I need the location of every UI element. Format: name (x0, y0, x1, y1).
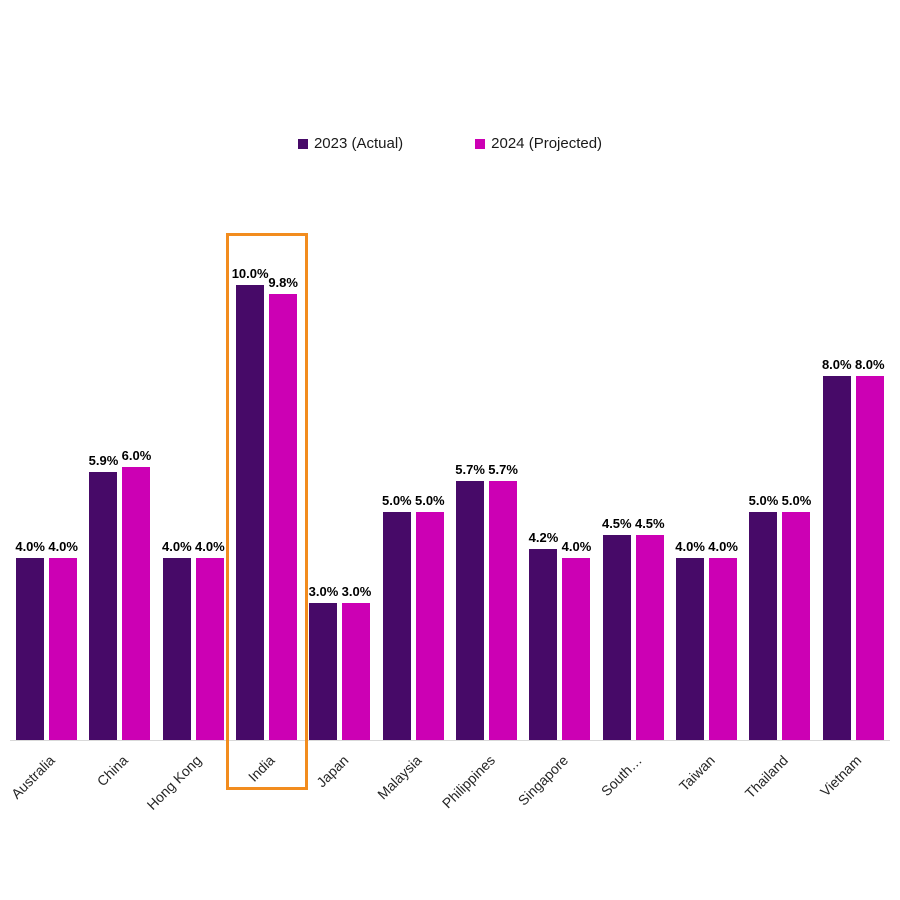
category-group-south: 4.5% 4.5% South… (597, 170, 670, 799)
bar-value-label: 5.0% (748, 493, 779, 508)
category-group-thailand: 5.0% 5.0% Thailand (742, 170, 816, 801)
bar-2024-japan: 3.0% (342, 584, 371, 740)
x-axis-label-hong-kong: Hong Kong (143, 752, 205, 813)
bar-pair-philippines: 5.7% 5.7% (455, 462, 518, 740)
category-group-taiwan: 4.0% 4.0% Taiwan (670, 170, 743, 794)
x-axis-label-japan: Japan (313, 752, 352, 791)
bar-value-label: 5.0% (781, 493, 812, 508)
bar-value-label: 4.0% (675, 539, 705, 554)
bar-2023-australia: 4.0% (15, 539, 45, 740)
bar-value-label: 10.0% (231, 266, 269, 281)
legend-label-2024: 2024 (Projected) (491, 135, 603, 152)
category-group-india: 10.0% 9.8% India (225, 170, 308, 790)
bar-2023-south: 4.5% (602, 516, 632, 740)
bar-2023-malaysia: 5.0% (382, 493, 412, 740)
bar-2024-philippines: 5.7% (488, 462, 518, 740)
bar-2024-south: 4.5% (635, 516, 665, 740)
x-axis-label-vietnam: Vietnam (817, 752, 865, 800)
bar-value-label: 5.7% (488, 462, 518, 477)
bar-value-label: 4.0% (194, 539, 225, 554)
bar-value-label: 4.0% (48, 539, 78, 554)
bar-value-label: 4.0% (708, 539, 738, 554)
bar-value-label: 8.0% (854, 357, 885, 372)
x-axis-label-india: India (245, 752, 278, 785)
bar-value-label: 8.0% (821, 357, 852, 372)
category-group-australia: 4.0% 4.0% Australia (8, 170, 83, 802)
bar-2023-japan: 3.0% (309, 584, 338, 740)
bar-pair-thailand: 5.0% 5.0% (749, 493, 811, 740)
plot-area: 4.0% 4.0% Australia 5.9% 6.0% China 4.0% 4.0% Ho… (8, 170, 890, 813)
x-axis-label-south: South… (597, 752, 645, 800)
x-axis-label-china: China (94, 752, 132, 790)
category-group-vietnam: 8.0% 8.0% Vietnam (817, 170, 890, 799)
category-group-hong-kong: 4.0% 4.0% Hong Kong (144, 170, 230, 813)
bar-2023-singapore: 4.2% (529, 530, 558, 740)
bar-value-label: 4.0% (561, 539, 592, 554)
x-axis-label-malaysia: Malaysia (374, 752, 425, 803)
bar-pair-malaysia: 5.0% 5.0% (382, 493, 445, 740)
category-group-malaysia: 5.0% 5.0% Malaysia (374, 170, 450, 802)
bar-2023-thailand: 5.0% (749, 493, 778, 740)
bar-value-label: 5.7% (455, 462, 485, 477)
bar-value-label: 4.2% (528, 530, 559, 545)
bar-2024-taiwan: 4.0% (708, 539, 738, 740)
legend-item-2023-actual: 2023 (Actual) (297, 135, 404, 152)
bar-2024-vietnam: 8.0% (855, 357, 885, 740)
bar-2024-thailand: 5.0% (782, 493, 811, 740)
bar-value-label: 4.5% (601, 516, 632, 531)
bar-2023-taiwan: 4.0% (675, 539, 705, 740)
x-axis-label-thailand: Thailand (741, 752, 792, 802)
bar-value-label: 9.8% (268, 275, 298, 290)
bar-value-label: 5.0% (414, 493, 445, 508)
x-axis-label-philippines: Philippines (438, 752, 498, 812)
bar-2024-malaysia: 5.0% (415, 493, 445, 740)
legend: 2023 (Actual) 2024 (Projected) (0, 135, 900, 152)
x-axis-label-taiwan: Taiwan (675, 752, 718, 795)
category-group-singapore: 4.2% 4.0% Singapore (515, 170, 596, 808)
bar-2023-philippines: 5.7% (455, 462, 485, 740)
category-group-philippines: 5.7% 5.7% Philippines (439, 170, 523, 811)
legend-label-2023: 2023 (Actual) (313, 135, 404, 152)
bar-pair-india: 10.0% 9.8% (232, 266, 298, 740)
legend-swatch-2024-icon (475, 138, 486, 149)
bar-pair-taiwan: 4.0% 4.0% (675, 539, 738, 740)
bar-2023-vietnam: 8.0% (822, 357, 852, 740)
legend-item-2024-projected: 2024 (Projected) (475, 135, 602, 152)
bar-value-label: 5.9% (88, 453, 119, 468)
bar-2024-australia: 4.0% (48, 539, 78, 740)
bar-2024-hong-kong: 4.0% (195, 539, 225, 740)
bar-pair-vietnam: 8.0% 8.0% (822, 357, 885, 740)
bar-2023-india: 10.0% (232, 266, 269, 740)
bar-pair-japan: 3.0% 3.0% (309, 584, 371, 740)
bar-pair-china: 5.9% 6.0% (89, 448, 151, 740)
legend-swatch-2023-icon (297, 138, 308, 149)
bar-value-label: 3.0% (308, 584, 339, 599)
x-axis-label-singapore: Singapore (514, 752, 572, 809)
bar-value-label: 3.0% (341, 584, 372, 599)
bar-2024-china: 6.0% (122, 448, 151, 740)
bar-value-label: 4.0% (161, 539, 192, 554)
bar-pair-hong-kong: 4.0% 4.0% (162, 539, 225, 740)
bar-value-label: 5.0% (381, 493, 412, 508)
category-group-japan: 3.0% 3.0% Japan (303, 170, 376, 790)
bar-2024-india: 9.8% (268, 275, 298, 740)
bar-pair-australia: 4.0% 4.0% (15, 539, 78, 740)
bar-2023-hong-kong: 4.0% (162, 539, 192, 740)
bar-value-label: 4.0% (15, 539, 45, 554)
bar-pair-south: 4.5% 4.5% (602, 516, 665, 740)
x-axis-label-australia: Australia (8, 752, 58, 802)
bar-value-label: 4.5% (634, 516, 665, 531)
bar-2023-china: 5.9% (89, 453, 118, 740)
category-group-china: 5.9% 6.0% China (83, 170, 156, 789)
bar-2024-singapore: 4.0% (562, 539, 591, 740)
bar-value-label: 6.0% (121, 448, 152, 463)
bar-pair-singapore: 4.2% 4.0% (529, 530, 591, 740)
